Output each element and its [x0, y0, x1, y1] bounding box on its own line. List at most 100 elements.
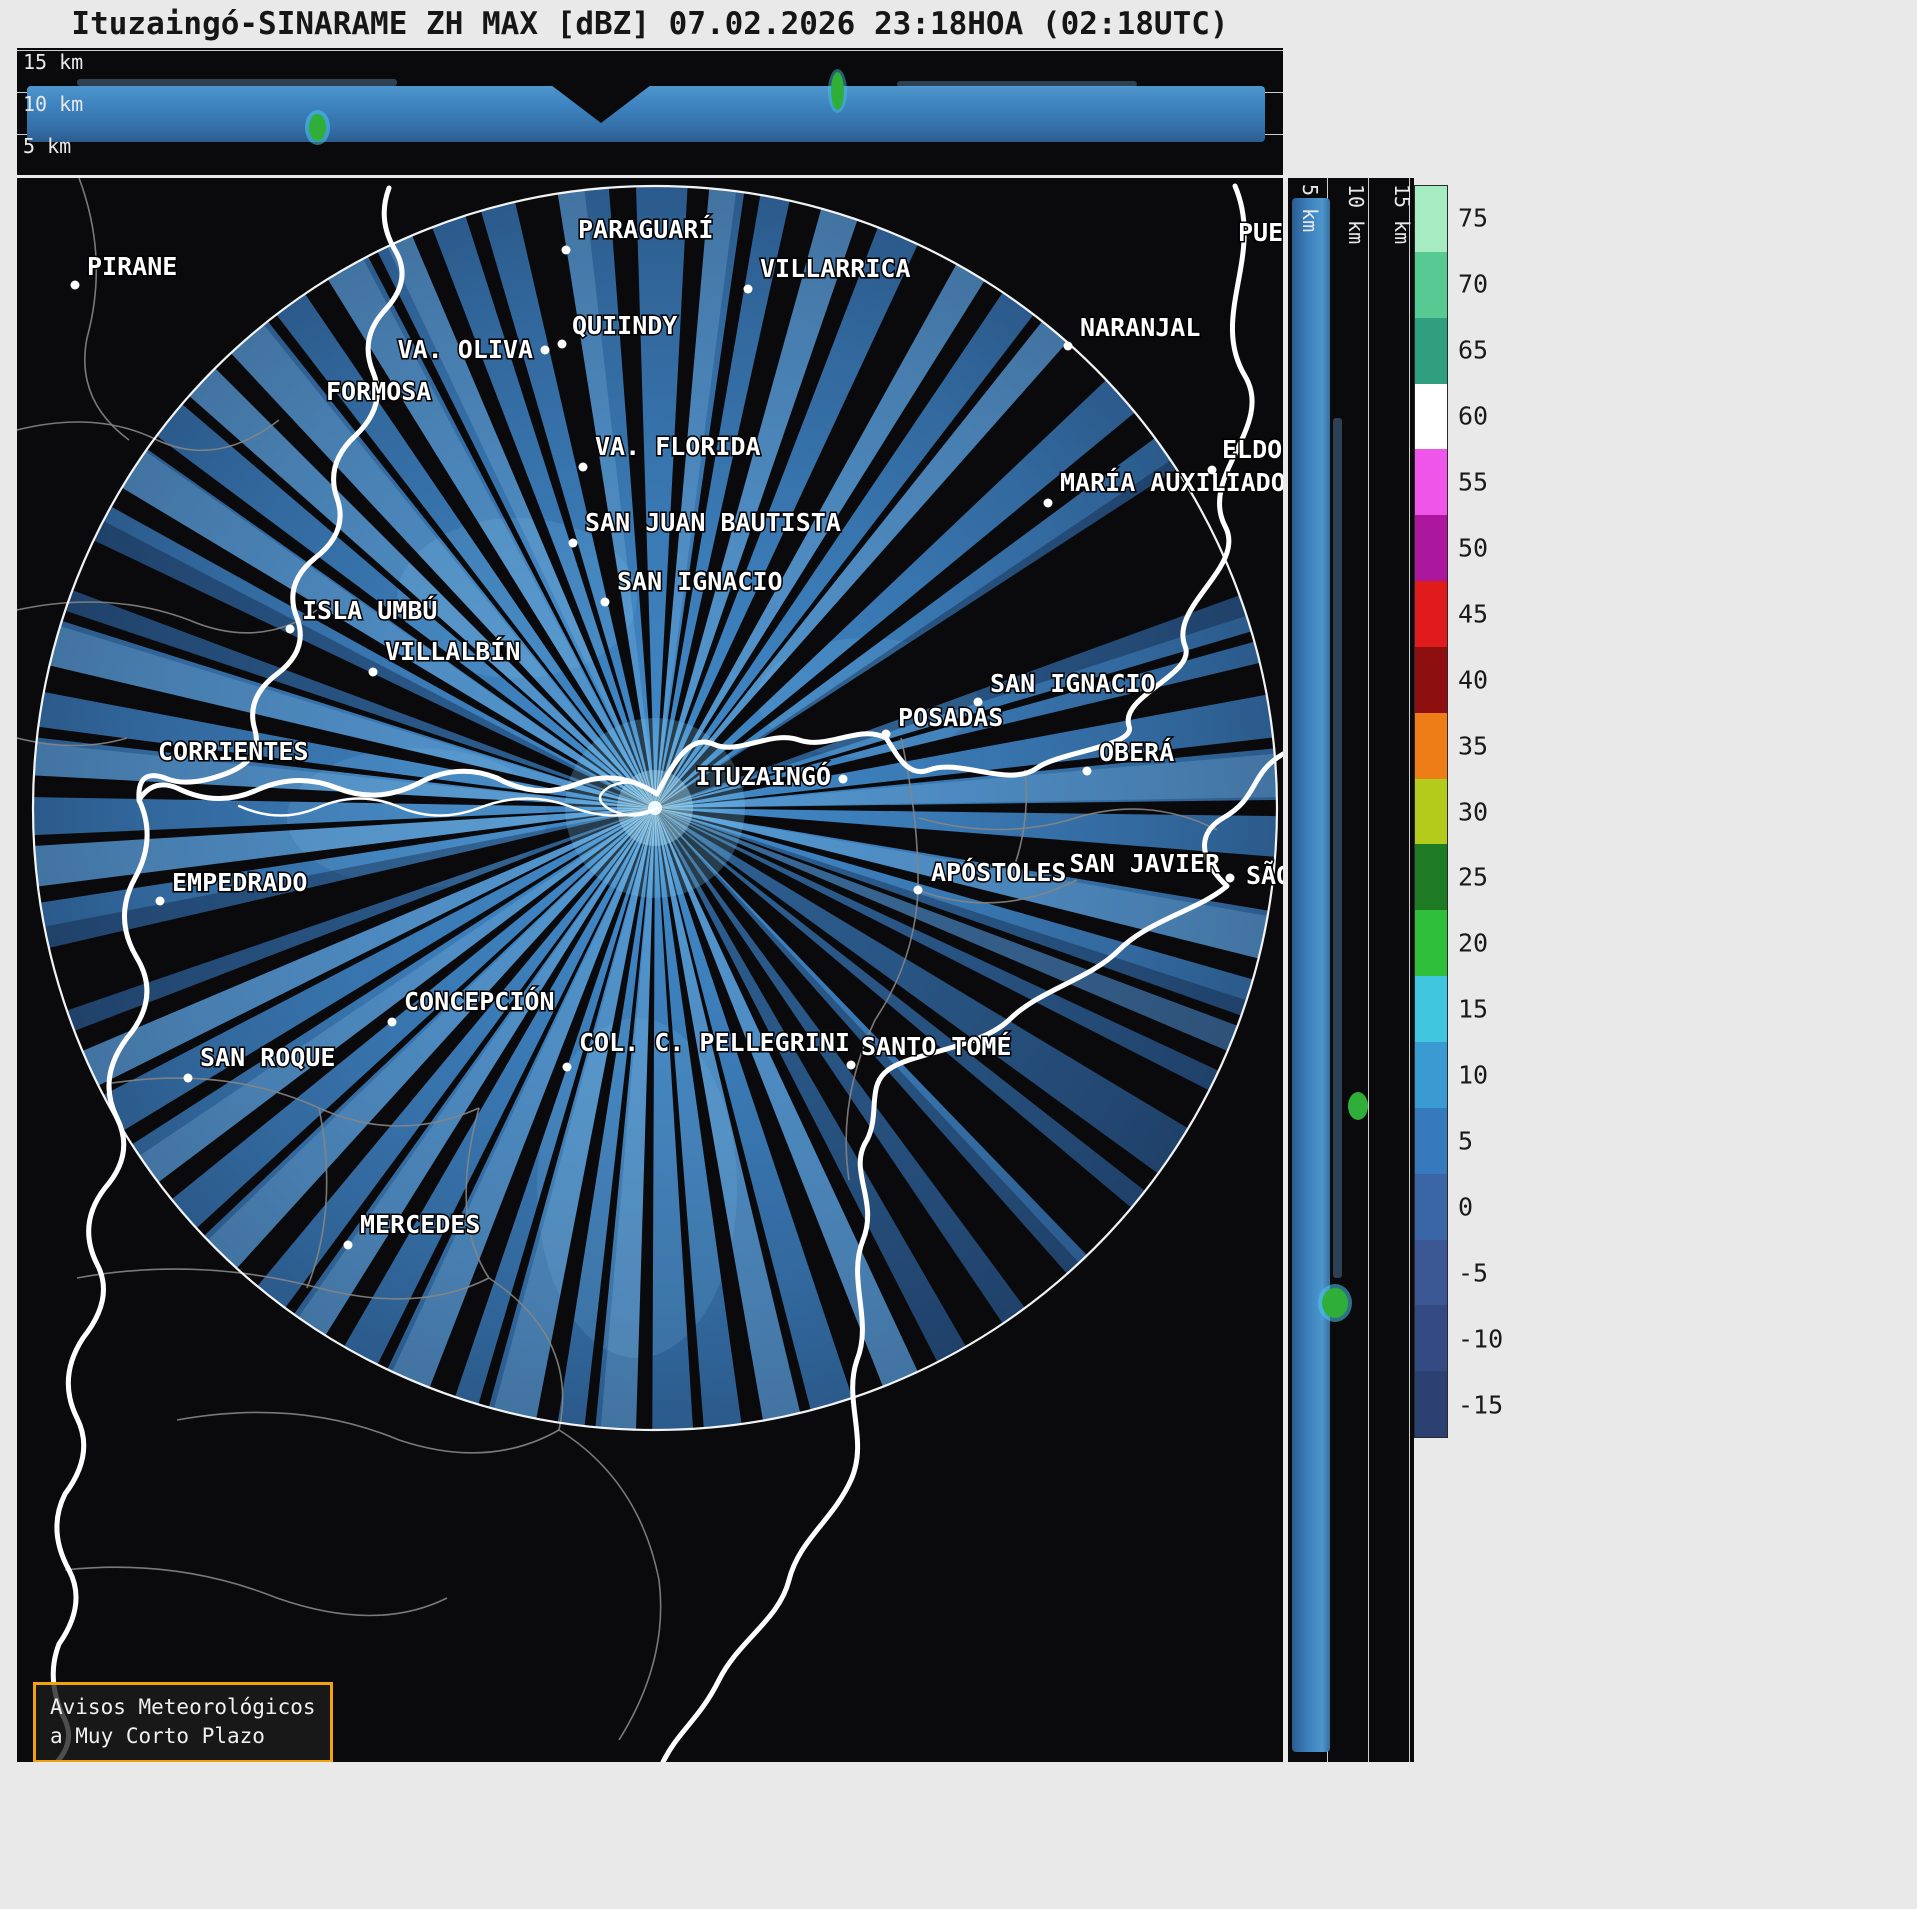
blocked-sector — [368, 808, 655, 1388]
strong-echo-cell — [1322, 1288, 1348, 1318]
blocked-sector — [472, 808, 655, 1427]
admin-boundary — [558, 1429, 662, 1741]
admin-boundary — [176, 1411, 560, 1454]
city-label: VA. OLIVA — [398, 335, 533, 364]
blocked-sector — [655, 808, 1277, 914]
dbz-colorbar — [1414, 185, 1448, 1438]
echo-wisp — [1333, 418, 1342, 1278]
city-label: SAN JUAN BAUTISTA — [585, 508, 841, 537]
blocked-sector — [33, 724, 655, 808]
bright-wedge — [655, 241, 996, 809]
admin-boundary — [78, 178, 130, 441]
admin-boundary — [1008, 769, 1028, 881]
colorbar-band--10 — [1415, 1305, 1447, 1372]
blocked-sector — [33, 660, 655, 808]
city-corrientes: CORRIENTES — [157, 736, 311, 768]
right-cross-section-panel: 5 km 10 km 15 km — [1288, 178, 1414, 1762]
city-san-ignacio: SAN IGNACIO — [600, 566, 784, 607]
city-marker — [387, 1017, 397, 1027]
city-marker — [1043, 498, 1053, 508]
blocked-sector — [655, 808, 706, 1430]
bright-wedge — [655, 752, 1277, 808]
river — [654, 731, 889, 797]
blocked-sector — [655, 808, 1014, 1364]
blocked-sector — [655, 808, 1147, 1270]
blocked-sector — [655, 467, 1259, 808]
colorbar-band-15 — [1415, 976, 1447, 1042]
height-label-15km: 15 km — [1390, 184, 1414, 245]
city-marker — [846, 1060, 856, 1070]
city-col-c-pellegrini: COL. C. PELLEGRINI — [562, 1027, 851, 1072]
city-marker — [343, 1240, 353, 1250]
blocked-sector — [181, 808, 655, 1250]
bright-wedge — [33, 740, 655, 808]
radar-map: PIRANE PARAGUARÍ VILLARRICA QUIINDY VA. OLIV… — [17, 178, 1283, 1762]
colorbar-band-60 — [1415, 383, 1447, 450]
colorbar-band-70 — [1415, 251, 1447, 318]
blocked-sector — [655, 808, 1261, 1033]
city-s-o-borja: SÃO BORJA — [1245, 860, 1284, 892]
colorbar-band-45 — [1415, 581, 1447, 647]
blocked-sector — [607, 186, 655, 808]
cross-section-echo-band — [1292, 198, 1330, 1752]
colorbar-band--5 — [1415, 1239, 1447, 1306]
river — [883, 183, 1255, 778]
city-marker — [1207, 465, 1217, 475]
blocked-sector — [314, 808, 655, 1364]
city-marker — [557, 339, 567, 349]
city-marker — [743, 284, 753, 294]
advisory-line2: a Muy Corto Plazo — [50, 1724, 265, 1749]
city-label: POSADAS — [898, 703, 1003, 732]
colorbar-band-25 — [1415, 844, 1447, 911]
city-va-oliva: VA. OLIVA — [396, 334, 550, 366]
advisory-badge: Avisos Meteorológicos a Muy Corto Plazo — [33, 1682, 333, 1762]
bright-wedge — [33, 620, 655, 808]
colorbar-tick-35: 35 — [1458, 731, 1489, 761]
river — [598, 781, 659, 817]
blocked-sector — [358, 233, 655, 808]
footer: Servicio Meteorológico Nacional Argentin… — [0, 1762, 1917, 1909]
blocked-sector — [532, 808, 655, 1430]
city-villarrica: VILLARRICA — [743, 253, 912, 294]
blocked-sector — [655, 808, 947, 1390]
city-eldorado: ELDORADO — [1207, 434, 1283, 475]
colorbar-band-10 — [1415, 1041, 1447, 1108]
city-label: COL. C. PELLEGRINI — [579, 1028, 850, 1057]
city-marker — [562, 1062, 572, 1072]
colorbar-tick-0: 0 — [1458, 1192, 1474, 1222]
bright-wedge — [488, 808, 655, 1430]
attenuated-wedge — [46, 511, 655, 808]
city-isla-umb: ISLA UMBÚ — [285, 594, 439, 634]
blocked-sector — [655, 808, 1175, 1204]
city-naranjal: NARANJAL — [1063, 312, 1202, 351]
product-title: Ituzaingó-SINARAME ZH MAX [dBZ] 07.02.20… — [71, 6, 1229, 42]
blocked-sector — [655, 186, 764, 808]
city-san-javier: SAN JAVIER — [1068, 848, 1235, 883]
admin-boundary — [918, 808, 1218, 831]
height-line-15km — [1409, 178, 1410, 1762]
colorbar-band-75 — [1415, 186, 1447, 252]
bright-wedge — [170, 354, 655, 808]
bright-wedge — [217, 309, 655, 808]
city-label: PUERTO RICO — [1238, 218, 1283, 247]
echo-gap-notch — [551, 85, 651, 123]
city-label: NARANJAL — [1080, 313, 1200, 342]
colorbar-band-40 — [1415, 646, 1447, 713]
city-marker — [368, 667, 378, 677]
admin-boundary — [306, 1107, 328, 1289]
height-line-10km — [1368, 178, 1369, 1762]
rivers — [50, 183, 1283, 1762]
river — [237, 797, 659, 817]
blocked-sector — [655, 399, 1172, 808]
city-san-juan-bautista: SAN JUAN BAUTISTA — [568, 507, 842, 548]
city-label: SAN ROQUE — [200, 1043, 335, 1072]
colorbar-tick-70: 70 — [1458, 269, 1489, 299]
city-label: MARÍA AUXILIADORA — [1060, 468, 1283, 497]
city-posadas: POSADAS — [881, 702, 1005, 739]
city-label: SÃO BORJA — [1246, 861, 1283, 890]
blocked-sectors — [33, 186, 1277, 1430]
city-concepci-n: CONCEPCIÓN — [387, 985, 556, 1027]
height-label-5km: 5 km — [23, 134, 72, 158]
admin-boundary — [111, 1077, 480, 1127]
